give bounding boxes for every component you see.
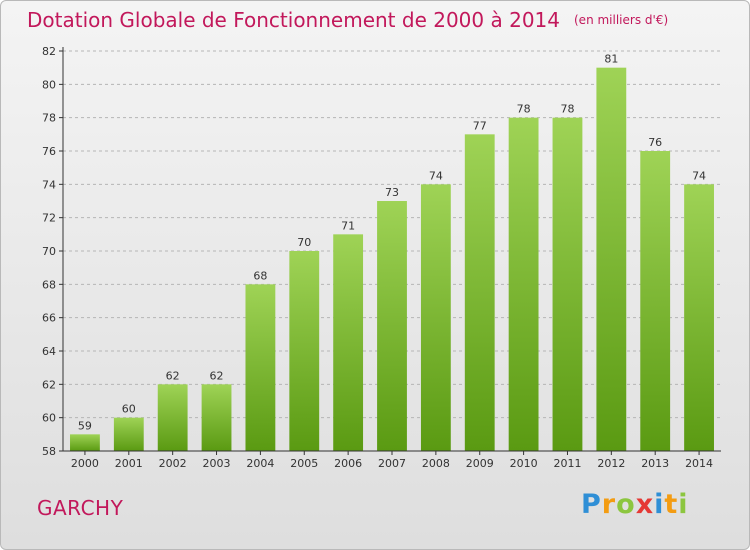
bar-series bbox=[70, 67, 714, 452]
bar bbox=[420, 184, 451, 452]
data-labels: 59 60 62 62 68 70 71 73 74 77 78 78 81 76 74 bbox=[78, 53, 706, 433]
x-tick-label: 2004 bbox=[246, 457, 274, 470]
proxiti-logo: Proxiti bbox=[581, 489, 689, 520]
y-tick-label: 78 bbox=[42, 112, 56, 125]
x-tick-label: 2000 bbox=[71, 457, 99, 470]
logo-letter: r bbox=[601, 489, 617, 520]
data-label: 60 bbox=[122, 403, 136, 416]
x-tick-label: 2006 bbox=[334, 457, 362, 470]
bar bbox=[684, 184, 714, 452]
data-label: 68 bbox=[253, 269, 267, 282]
bar bbox=[596, 67, 627, 452]
chart-title-text: Dotation Globale de Fonctionnement de 20… bbox=[27, 8, 560, 32]
data-label: 70 bbox=[297, 236, 311, 249]
y-tick-label: 80 bbox=[42, 78, 56, 91]
y-tick-label: 76 bbox=[42, 145, 56, 158]
data-label: 62 bbox=[210, 369, 224, 382]
x-tick-label: 2003 bbox=[203, 457, 231, 470]
y-tick-label: 66 bbox=[42, 312, 56, 325]
y-tick-label: 70 bbox=[42, 245, 56, 258]
bar bbox=[640, 151, 671, 451]
logo-letter: x bbox=[635, 489, 655, 520]
data-label: 59 bbox=[78, 419, 92, 432]
bar bbox=[245, 284, 276, 451]
x-tick-label: 2010 bbox=[510, 457, 538, 470]
bar bbox=[377, 201, 407, 451]
x-tick-label: 2014 bbox=[685, 457, 713, 470]
x-tick-label: 2002 bbox=[159, 457, 187, 470]
x-tick-label: 2011 bbox=[553, 457, 581, 470]
x-axis-ticks: 2000 2001 2002 2003 2004 2005 2006 2007 2008 2009… bbox=[71, 451, 713, 470]
bar bbox=[464, 134, 495, 452]
data-label: 78 bbox=[560, 103, 574, 116]
y-tick-label: 68 bbox=[42, 278, 56, 291]
y-tick-label: 72 bbox=[42, 212, 56, 225]
data-label: 62 bbox=[166, 369, 180, 382]
y-tick-label: 82 bbox=[42, 45, 56, 58]
bar bbox=[333, 234, 364, 451]
x-tick-label: 2012 bbox=[597, 457, 625, 470]
data-label: 77 bbox=[473, 119, 487, 132]
x-tick-label: 2005 bbox=[290, 457, 318, 470]
x-tick-label: 2013 bbox=[641, 457, 669, 470]
bar bbox=[157, 384, 188, 451]
y-tick-label: 60 bbox=[42, 412, 56, 425]
data-label: 71 bbox=[341, 219, 355, 232]
bar bbox=[289, 251, 320, 451]
logo-letter: i bbox=[654, 489, 665, 520]
y-tick-label: 58 bbox=[42, 445, 56, 458]
commune-name: GARCHY bbox=[37, 496, 124, 520]
x-tick-label: 2007 bbox=[378, 457, 406, 470]
data-label: 74 bbox=[429, 169, 443, 182]
logo-letter: P bbox=[581, 489, 602, 520]
bar bbox=[508, 117, 539, 452]
logo-letter: o bbox=[616, 489, 636, 520]
y-axis-ticks: 58 60 62 64 66 68 70 72 74 76 78 80 82 bbox=[42, 45, 63, 458]
data-label: 81 bbox=[604, 53, 618, 66]
x-tick-label: 2008 bbox=[422, 457, 450, 470]
chart-subtitle: (en milliers d'€) bbox=[574, 13, 669, 27]
data-label: 73 bbox=[385, 186, 399, 199]
bar bbox=[552, 117, 583, 452]
x-tick-label: 2009 bbox=[466, 457, 494, 470]
x-tick-label: 2001 bbox=[115, 457, 143, 470]
y-tick-label: 64 bbox=[42, 345, 56, 358]
data-label: 74 bbox=[692, 169, 706, 182]
chart-title: Dotation Globale de Fonctionnement de 20… bbox=[27, 8, 668, 32]
y-tick-label: 62 bbox=[42, 378, 56, 391]
bar bbox=[70, 434, 100, 451]
data-label: 78 bbox=[517, 103, 531, 116]
bar bbox=[201, 384, 232, 451]
logo-letter: i bbox=[678, 489, 689, 520]
bar bbox=[113, 417, 144, 451]
logo-letter: t bbox=[664, 489, 679, 520]
y-tick-label: 74 bbox=[42, 178, 56, 191]
data-label: 76 bbox=[648, 136, 662, 149]
